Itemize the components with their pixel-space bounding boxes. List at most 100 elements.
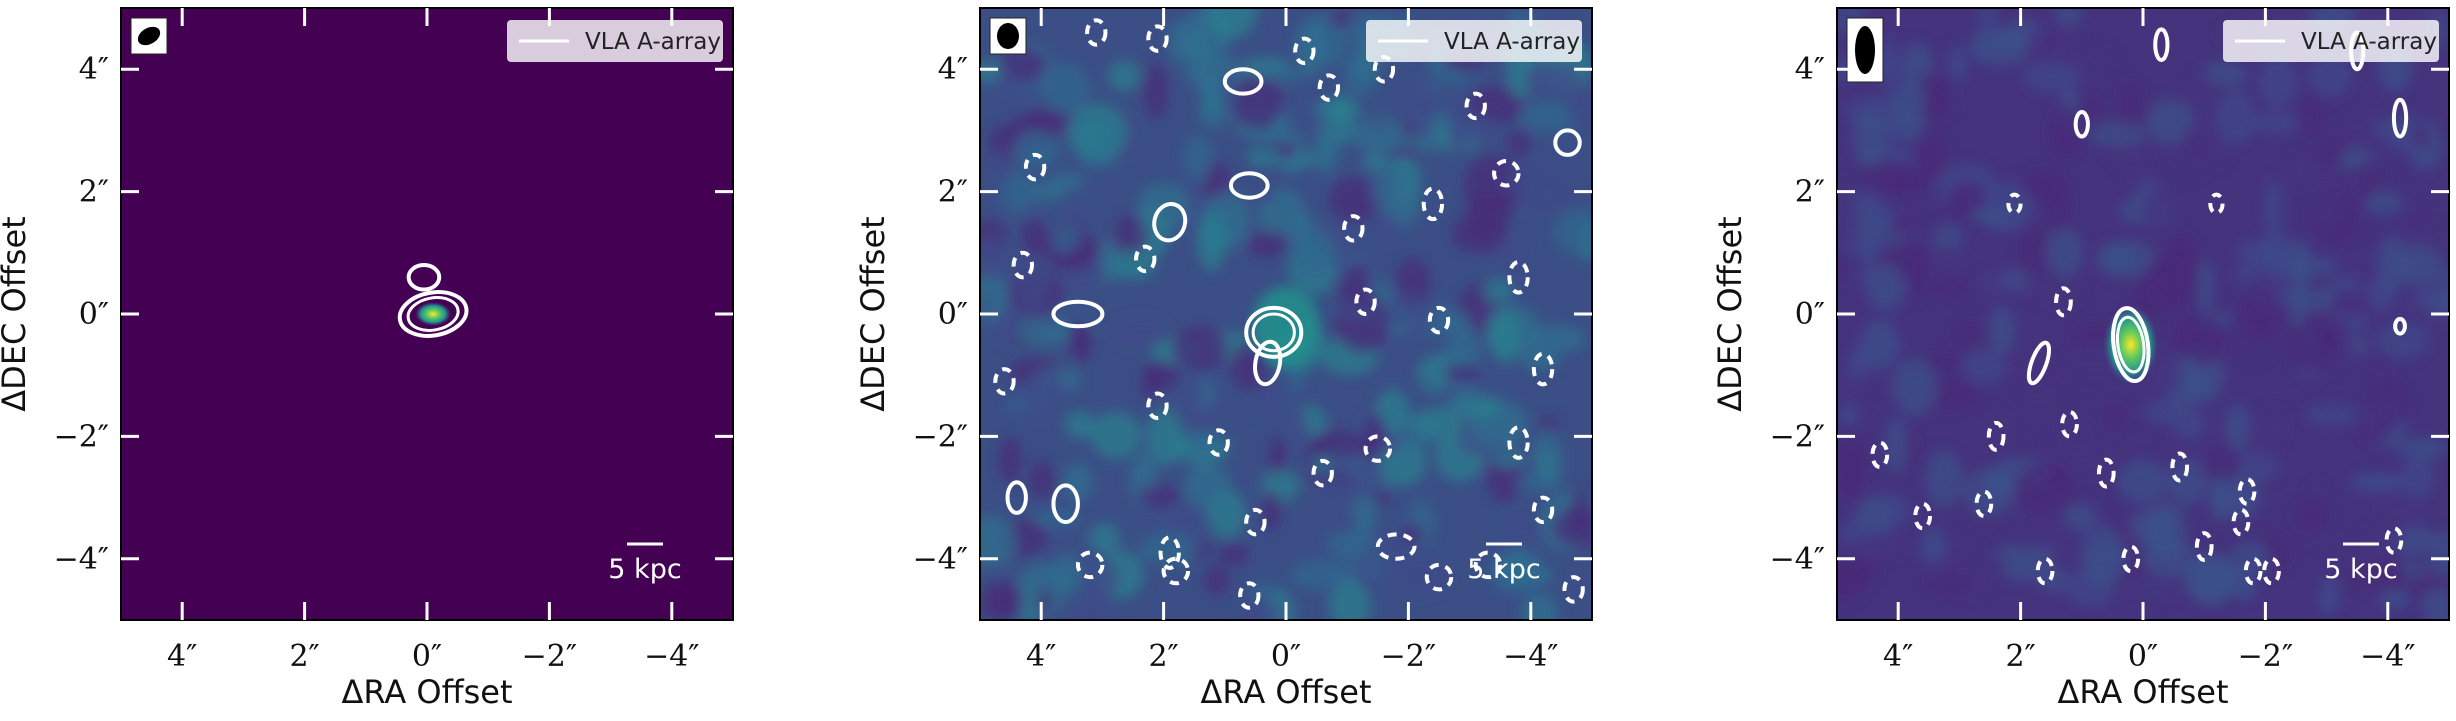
y-tick-label: 0″ (1795, 297, 1825, 332)
image-area (1837, 8, 2449, 620)
contour-positive-0 (1244, 305, 1304, 359)
panel-middle: VLA A-array 5 kpc 4″ 2″ 0″ −2″ −4″ 4″ 2″ 0″ −2″ −4″… (854, 7, 1593, 711)
contour-negative-22 (1075, 550, 1105, 580)
contour-positive-inner (1251, 312, 1296, 353)
y-tick-label: 2″ (938, 175, 968, 210)
contour-positive-1 (1253, 339, 1283, 387)
contour-positive-inner (406, 296, 460, 332)
y-tick-label: 0″ (79, 297, 109, 332)
contour-negative-12 (1354, 287, 1377, 317)
beam-ellipse (1855, 26, 1875, 74)
contour-negative-21 (1507, 425, 1530, 460)
contour-positive-4 (1228, 171, 1270, 200)
contour-negative-12 (1913, 501, 1933, 531)
contour-negative-5 (1464, 91, 1487, 121)
x-tick-label: 0″ (2128, 639, 2158, 674)
contour-negative-1 (1146, 24, 1169, 53)
contour-negative-17 (2237, 477, 2257, 506)
contour-positive-5 (2073, 110, 2090, 139)
contour-negative-11 (1134, 244, 1157, 274)
contour-negative-24 (1244, 507, 1267, 537)
noise-texture (980, 8, 1592, 620)
contour-negative-8 (2194, 531, 2214, 563)
contour-negative-2 (2054, 286, 2073, 318)
contour-negative-5 (2096, 457, 2116, 489)
contour-negative-10 (2035, 556, 2055, 586)
contour-negative-16 (993, 367, 1016, 396)
contour-positive-2 (2391, 97, 2409, 139)
legend-label: VLA A-array (2301, 29, 2437, 55)
contour-positive-8 (1051, 483, 1080, 525)
contour-negative-0 (2006, 192, 2023, 216)
contour-negative-30 (1238, 581, 1261, 610)
x-tick-label: 2″ (2005, 639, 2035, 674)
contour-negative-18 (1207, 428, 1230, 457)
contour-negative-17 (1146, 391, 1169, 421)
beam-ellipse (137, 26, 161, 46)
x-axis-label: ΔRA Offset (341, 673, 512, 711)
contour-positive-3 (1152, 202, 1188, 243)
contour-negative-20 (1363, 434, 1393, 463)
contour-negative-6 (2170, 451, 2190, 483)
x-tick-label: −4″ (644, 639, 699, 674)
y-axis-label: ΔDEC Offset (1711, 216, 1749, 411)
contour-positive-2 (1051, 299, 1105, 329)
contour-positive-1 (2026, 340, 2052, 386)
contour-negative-31 (1562, 575, 1585, 604)
contour-negative-3 (1986, 420, 2006, 452)
contour-positive-inner (2115, 315, 2146, 374)
contour-negative-19 (1311, 458, 1334, 488)
x-tick-label: 0″ (412, 639, 442, 674)
contour-positive-4 (2153, 27, 2170, 63)
legend-box (1366, 20, 1582, 62)
contour-positive-5 (1222, 67, 1264, 96)
scale-bar-label: 5 kpc (608, 554, 681, 585)
scale-bar-label: 5 kpc (2324, 554, 2397, 585)
y-tick-label: −4″ (54, 542, 109, 577)
contour-negative-9 (1023, 152, 1047, 182)
y-tick-label: −2″ (54, 419, 109, 454)
x-axis-label: ΔRA Offset (2057, 673, 2228, 711)
contour-negative-14 (2243, 556, 2263, 586)
contour-negative-23 (1161, 556, 1191, 586)
y-tick-label: 4″ (938, 52, 968, 87)
contour-positive-0 (2111, 306, 2151, 384)
x-tick-label: −2″ (1381, 639, 1436, 674)
y-axis-label: ΔDEC Offset (854, 216, 892, 411)
contour-negative-1 (2208, 192, 2225, 216)
y-tick-label: 2″ (1795, 175, 1825, 210)
x-tick-label: 4″ (1026, 639, 1056, 674)
y-axis-label: ΔDEC Offset (0, 216, 33, 411)
image-area (980, 8, 1592, 620)
image-area (121, 8, 733, 620)
contour-negative-14 (1507, 259, 1530, 295)
y-tick-label: 4″ (79, 52, 109, 87)
x-tick-label: −4″ (1503, 639, 1558, 674)
contour-negative-13 (1870, 440, 1890, 470)
y-tick-label: 0″ (938, 297, 968, 332)
x-tick-label: 4″ (167, 639, 197, 674)
x-tick-label: 0″ (1271, 639, 1301, 674)
contour-negative-4 (2060, 409, 2079, 439)
legend-label: VLA A-array (585, 29, 721, 55)
contour-negative-25 (1375, 532, 1417, 561)
source-emission (415, 302, 452, 326)
legend-box (507, 20, 723, 62)
contour-negative-15 (2262, 556, 2281, 586)
legend-label: VLA A-array (1444, 29, 1580, 55)
panel-right: VLA A-array 5 kpc 4″ 2″ 0″ −2″ −4″ 4″ 2″ 0″ −2″ −4″… (1711, 7, 2450, 711)
x-tick-label: −4″ (2360, 639, 2415, 674)
contour-negative-2 (1293, 36, 1316, 66)
contour-negative-8 (1342, 214, 1365, 243)
x-tick-label: −2″ (522, 639, 577, 674)
y-tick-label: −2″ (913, 419, 968, 454)
contour-negative-16 (2384, 526, 2404, 555)
y-tick-label: −4″ (1770, 542, 1825, 577)
x-tick-label: 2″ (1148, 639, 1178, 674)
legend-box (2223, 20, 2439, 62)
x-tick-label: −2″ (2238, 639, 2293, 674)
y-tick-label: −4″ (913, 542, 968, 577)
x-axis-label: ΔRA Offset (1200, 673, 1371, 711)
contour-negative-27 (1473, 550, 1503, 580)
x-tick-label: 2″ (289, 639, 319, 674)
